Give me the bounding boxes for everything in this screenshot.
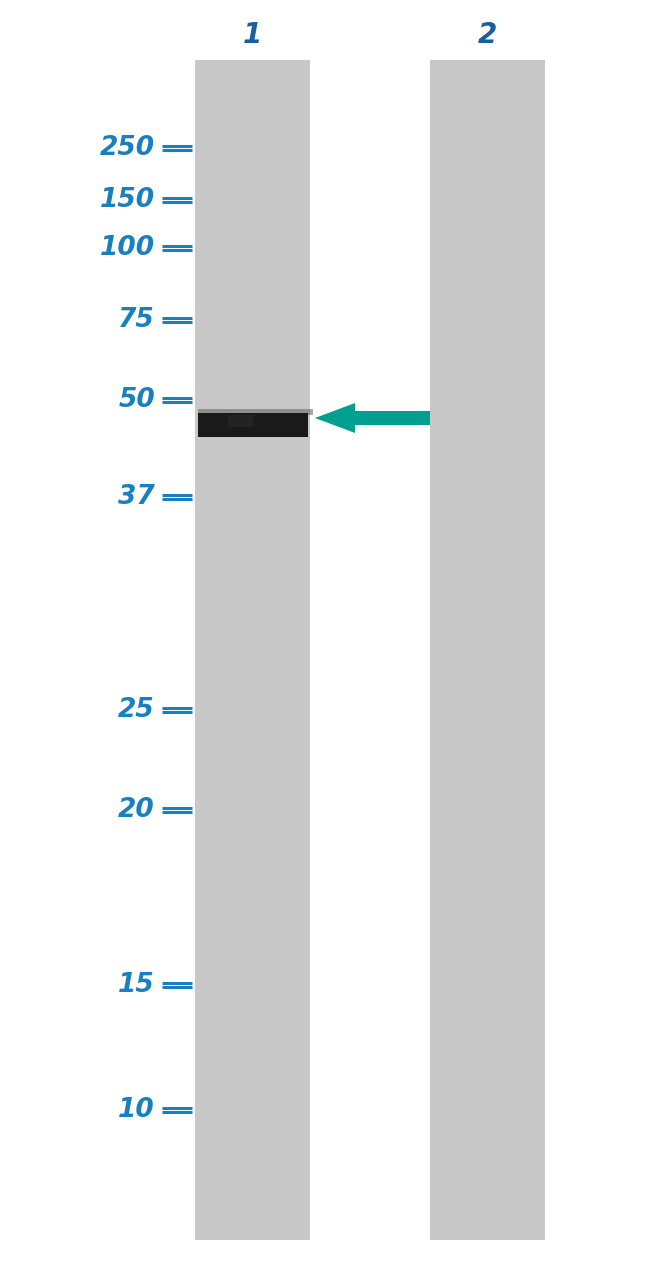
Text: 25: 25 <box>118 697 155 723</box>
Text: 75: 75 <box>118 307 155 333</box>
Text: 150: 150 <box>100 187 155 213</box>
Bar <box>430 60 545 1240</box>
Bar <box>198 413 308 437</box>
Text: 15: 15 <box>118 972 155 998</box>
Text: 20: 20 <box>118 798 155 823</box>
FancyArrow shape <box>315 403 430 433</box>
Bar <box>198 409 313 415</box>
Text: 37: 37 <box>118 484 155 511</box>
Bar <box>195 60 310 1240</box>
Bar <box>228 415 253 427</box>
Text: 50: 50 <box>118 387 155 413</box>
Text: 100: 100 <box>100 235 155 262</box>
Text: 1: 1 <box>242 22 261 50</box>
Text: 250: 250 <box>100 135 155 161</box>
Text: 10: 10 <box>118 1097 155 1123</box>
Text: 2: 2 <box>477 22 497 50</box>
